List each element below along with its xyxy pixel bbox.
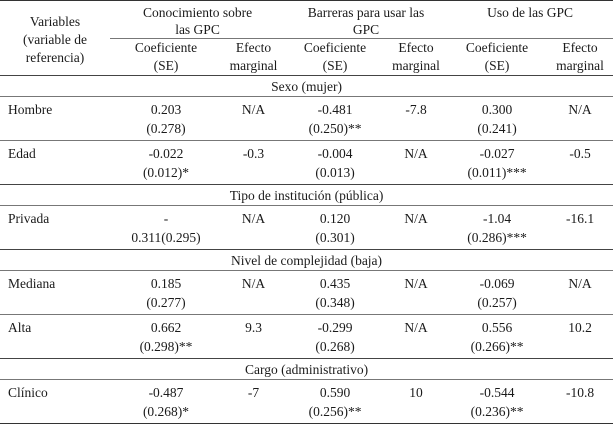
marginal-effect-cell: 10 xyxy=(409,385,423,400)
marginal-effect-cell: N/A xyxy=(404,320,428,335)
marginal-effect-cell: N/A xyxy=(404,146,428,161)
efecto-marginal-header: Efecto marginal xyxy=(229,40,278,73)
table-row: Alta 0.662 (0.298)** 9.3 -0.299 (0.268) N/A 0.5… xyxy=(0,314,613,359)
row-label: Mediana xyxy=(8,276,56,291)
coefficient-cell: 0.120 (0.301) xyxy=(315,211,355,245)
marginal-effect-cell: N/A xyxy=(241,276,266,291)
table-row: Edad -0.022 (0.012)* -0.3 -0.004 (0.013) N/A -0… xyxy=(0,140,613,185)
coefficient-cell: 0.556 (0.266)** xyxy=(470,320,524,354)
marginal-effect-cell: -0.3 xyxy=(242,146,265,161)
variables-header: Variables (variable de referencia) xyxy=(22,13,88,65)
section-header: Tipo de institución (pública) xyxy=(229,187,384,203)
marginal-effect-cell: -10.8 xyxy=(565,385,595,400)
coefficient-cell: 0.590 (0.256)** xyxy=(308,385,362,419)
row-label: Alta xyxy=(8,320,32,335)
coefficient-cell: 0.662 (0.298)** xyxy=(139,320,193,354)
coefficient-cell: 0.300 (0.241) xyxy=(477,102,517,136)
table-row: Mediana 0.185 (0.277) N/A 0.435 (0.348) N/A -0.… xyxy=(0,270,613,315)
coefficient-cell: -1.04 (0.286)*** xyxy=(467,211,527,245)
coeficiente-se-header: Coeficiente (SE) xyxy=(465,40,529,73)
coeficiente-se-header: Coeficiente (SE) xyxy=(303,40,367,73)
section-header: Sexo (mujer) xyxy=(271,78,342,94)
coefficient-cell: 0.435 (0.348) xyxy=(315,276,355,310)
coefficient-cell: -0.481 (0.250)** xyxy=(308,102,362,136)
coefficient-cell: -0.311(0.295) xyxy=(131,211,201,245)
marginal-effect-cell: N/A xyxy=(568,276,592,291)
coefficient-cell: -0.069 (0.257) xyxy=(477,276,517,310)
table-row: Privada -0.311(0.295) N/A 0.120 (0.301) N/A -1… xyxy=(0,205,613,250)
marginal-effect-cell: N/A xyxy=(568,102,592,117)
coefficient-cell: -0.027 (0.011)*** xyxy=(467,146,527,180)
marginal-effect-cell: N/A xyxy=(404,211,428,226)
table-row: Hombre 0.203 (0.278) N/A -0.481 (0.250)** -7.8… xyxy=(0,96,613,141)
row-label: Privada xyxy=(8,211,50,226)
section-header: Cargo (administrativo) xyxy=(244,361,369,377)
marginal-effect-cell: N/A xyxy=(241,211,266,226)
coefficient-cell: 0.185 (0.277) xyxy=(146,276,186,310)
marginal-effect-cell: 9.3 xyxy=(245,320,262,335)
efecto-marginal-header: Efecto marginal xyxy=(556,40,604,73)
marginal-effect-cell: -7 xyxy=(247,385,260,400)
group-header-barreras: Barreras para usar las GPC xyxy=(307,5,425,37)
coefficient-cell: -0.299 (0.268) xyxy=(315,320,355,354)
coefficient-cell: 0.203 (0.278) xyxy=(146,102,186,136)
marginal-effect-cell: -7.8 xyxy=(405,102,427,117)
coefficient-cell: -0.544 (0.236)** xyxy=(470,385,524,419)
efecto-marginal-header: Efecto marginal xyxy=(392,40,440,73)
marginal-effect-cell: N/A xyxy=(241,102,266,117)
coeficiente-se-header: Coeficiente (SE) xyxy=(134,40,198,73)
row-label: Edad xyxy=(8,146,36,161)
section-header: Nivel de complejidad (baja) xyxy=(230,252,383,268)
group-header-conocimiento: Conocimiento sobre las GPC xyxy=(142,5,253,37)
row-label: Clínico xyxy=(8,385,48,400)
coefficient-cell: -0.487 (0.268)* xyxy=(142,385,190,419)
coefficient-cell: -0.004 (0.013) xyxy=(315,146,355,180)
marginal-effect-cell: N/A xyxy=(404,276,428,291)
marginal-effect-cell: -0.5 xyxy=(569,146,591,161)
marginal-effect-cell: -16.1 xyxy=(565,211,595,226)
group-header-uso: Uso de las GPC xyxy=(487,5,573,20)
coefficient-cell: -0.022 (0.012)* xyxy=(142,146,190,180)
marginal-effect-cell: 10.2 xyxy=(568,320,592,335)
row-label: Hombre xyxy=(8,102,53,117)
table-row: Clínico -0.487 (0.268)* -7 0.590 (0.256)** 10 -… xyxy=(0,379,613,424)
